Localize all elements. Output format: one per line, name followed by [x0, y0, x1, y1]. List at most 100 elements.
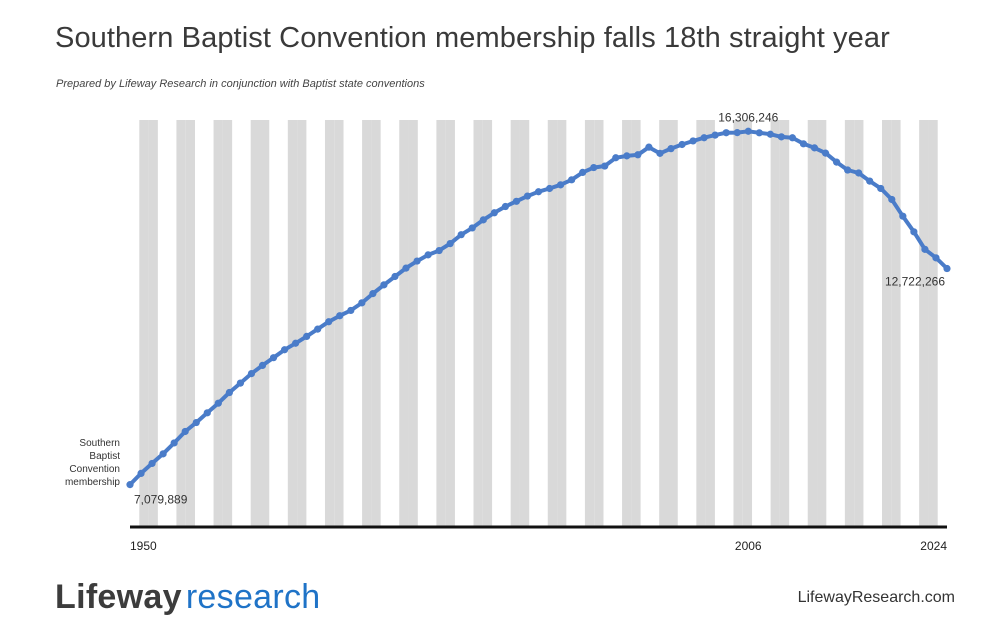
- data-point: [468, 224, 476, 232]
- data-point: [645, 143, 653, 151]
- stripe: [891, 120, 901, 526]
- data-point: [457, 231, 465, 239]
- data-point: [711, 131, 719, 139]
- data-point: [899, 212, 907, 220]
- stripe: [807, 120, 818, 526]
- stripe: [817, 120, 827, 526]
- series-label-line: Southern: [79, 438, 120, 449]
- data-point: [656, 149, 664, 157]
- stripe: [222, 120, 233, 526]
- stripe: [668, 120, 678, 526]
- page-title: Southern Baptist Convention membership f…: [55, 22, 890, 54]
- series-label-line: Baptist: [89, 451, 120, 462]
- stripe: [705, 120, 715, 526]
- data-point: [821, 149, 830, 157]
- stripe: [584, 120, 595, 526]
- data-point: [303, 332, 311, 341]
- data-point: [391, 272, 399, 281]
- data-point: [534, 188, 543, 196]
- stripe: [139, 120, 149, 526]
- data-point: [689, 137, 697, 145]
- data-point: [280, 346, 289, 354]
- data-point: [192, 418, 200, 427]
- data-point: [601, 162, 609, 170]
- data-point: [810, 144, 819, 152]
- stripe: [399, 120, 409, 526]
- page-subtitle: Prepared by Lifeway Research in conjunct…: [56, 78, 425, 90]
- data-point: [766, 130, 774, 138]
- data-point: [866, 177, 874, 185]
- data-point: [214, 399, 222, 407]
- data-point: [755, 129, 763, 137]
- data-point: [678, 140, 686, 149]
- data-point: [943, 264, 951, 273]
- stripe: [287, 120, 298, 526]
- data-point: [777, 133, 785, 141]
- stripe: [250, 120, 260, 526]
- series-label: Southern Baptist Convention membership: [65, 438, 120, 488]
- site-url: LifewayResearch.com: [797, 589, 955, 606]
- x-tick-labels: 1950 2006 2024: [130, 539, 947, 553]
- data-point: [910, 228, 918, 236]
- stripe: [557, 120, 567, 526]
- data-point: [314, 325, 322, 333]
- data-point: [855, 169, 863, 177]
- data-point: [932, 254, 940, 262]
- stripe: [770, 120, 780, 526]
- x-tick-label: 2006: [735, 539, 762, 553]
- stripe: [213, 120, 223, 526]
- brand-bold: Lifeway: [55, 578, 182, 616]
- stripe: [919, 120, 929, 526]
- stripe: [547, 120, 558, 526]
- data-point: [667, 145, 675, 153]
- data-point: [159, 450, 167, 458]
- data-point: [579, 168, 587, 176]
- data-point: [336, 312, 344, 320]
- stripe: [659, 120, 669, 526]
- data-point: [347, 306, 355, 315]
- data-point: [292, 339, 300, 347]
- data-label: 16,306,246: [718, 110, 778, 124]
- data-point: [380, 281, 388, 289]
- data-point: [203, 409, 211, 417]
- stripe: [594, 120, 604, 526]
- stripe: [436, 120, 446, 526]
- stripe: [854, 120, 864, 526]
- brand-light: research: [185, 578, 321, 616]
- data-point: [623, 152, 631, 160]
- data-point: [877, 184, 885, 193]
- data-point: [446, 240, 454, 248]
- stripe: [696, 120, 706, 526]
- data-point: [225, 388, 233, 397]
- stripe: [445, 120, 455, 526]
- data-point: [181, 427, 189, 436]
- data-point: [612, 154, 620, 162]
- data-point: [799, 140, 808, 148]
- data-point: [479, 216, 487, 224]
- stripe: [185, 120, 195, 526]
- stripe: [631, 120, 641, 526]
- data-point: [236, 379, 245, 387]
- stripe: [259, 120, 270, 526]
- stripe: [362, 120, 372, 526]
- data-point: [556, 181, 565, 189]
- stripe: [334, 120, 344, 526]
- stripe: [779, 120, 790, 526]
- data-labels: 7,079,889 16,306,246 12,722,266: [134, 110, 945, 506]
- lifeway-research-logo: Lifeway research: [55, 578, 321, 617]
- data-point: [523, 192, 532, 200]
- data-point: [501, 202, 509, 211]
- data-point: [921, 245, 929, 253]
- data-point: [126, 481, 134, 489]
- data-point: [247, 369, 256, 378]
- data-point: [402, 264, 410, 272]
- stripe: [297, 120, 307, 526]
- stripe: [742, 120, 753, 526]
- stripe: [928, 120, 938, 526]
- data-point: [888, 195, 896, 204]
- data-point: [832, 158, 841, 166]
- stripe: [882, 120, 892, 526]
- data-point: [634, 151, 642, 159]
- data-point: [722, 129, 730, 137]
- data-point: [512, 197, 521, 205]
